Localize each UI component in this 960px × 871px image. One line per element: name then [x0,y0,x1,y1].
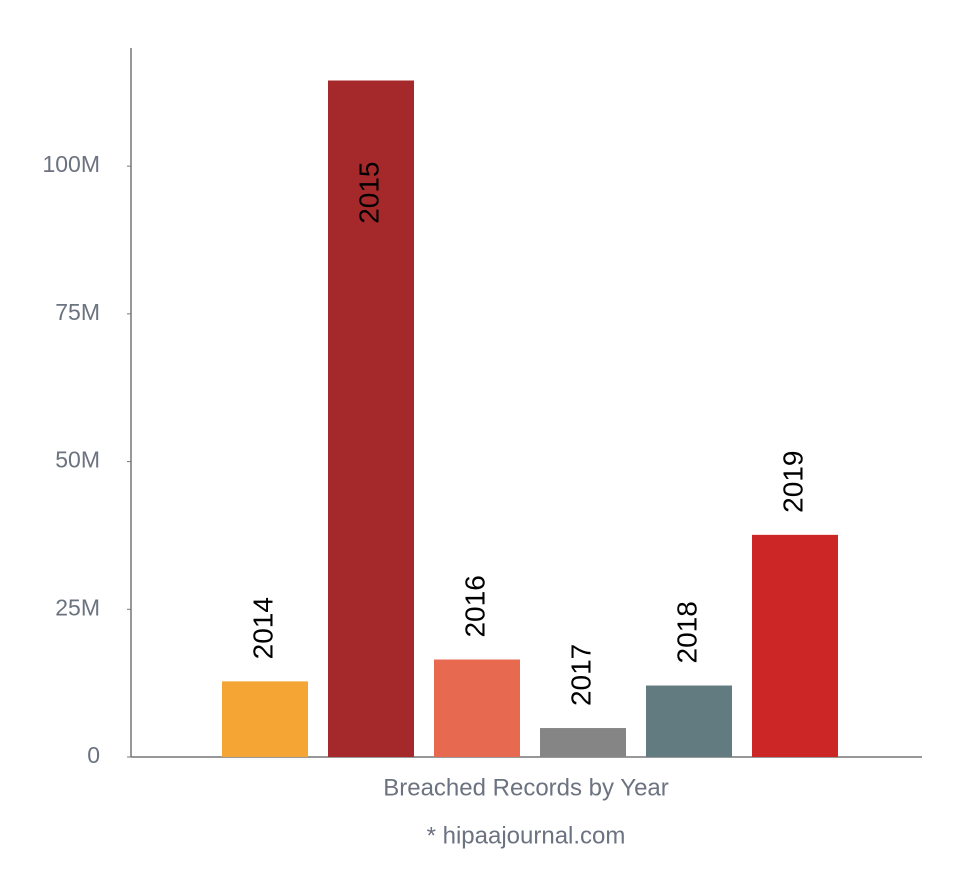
x-axis-label: Breached Records by Year [383,774,669,801]
y-tick-label: 75M [55,299,100,325]
bar [222,681,308,757]
bar [540,728,626,757]
bar-category-label: 2019 [777,451,808,513]
bar-category-label: 2016 [459,575,490,637]
bar-category-label: 2017 [565,644,596,706]
bar [434,659,520,757]
source-note: * hipaajournal.com [427,822,626,849]
bar [752,534,838,757]
bar [328,80,414,757]
y-tick-label: 100M [42,151,100,177]
y-tick-label: 0 [87,742,100,768]
bar-category-label: 2018 [671,601,702,663]
y-tick-label: 50M [55,447,100,473]
bar [646,685,732,757]
bar-category-label: 2015 [353,161,384,223]
y-tick-label: 25M [55,594,100,620]
bar-category-label: 2014 [247,597,278,659]
